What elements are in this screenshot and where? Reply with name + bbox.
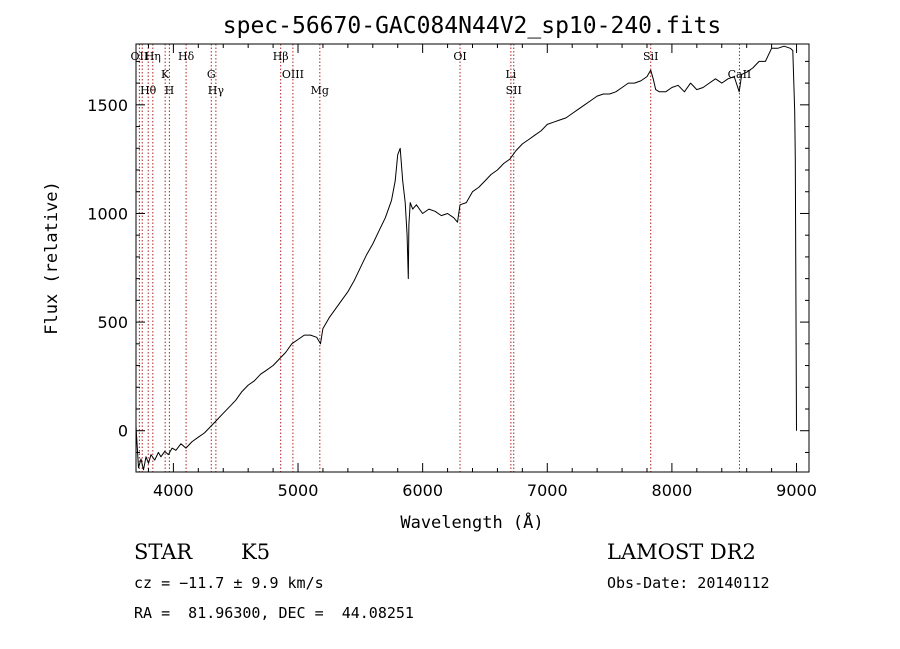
spectral-line-label: OIII xyxy=(282,68,304,81)
spectrum-series-line xyxy=(135,45,797,471)
spectral-line-label: OII xyxy=(131,50,149,63)
chart-title: spec-56670-GAC084N44V2_sp10-240.fits xyxy=(223,13,722,39)
x-tick-label: 6000 xyxy=(402,481,443,500)
spectral-line-label: OI xyxy=(453,50,466,63)
y-tick-label: 0 xyxy=(118,422,128,441)
x-tick-label: 5000 xyxy=(278,481,319,500)
plot-frame xyxy=(135,43,810,473)
x-axis-label: Wavelength (Å) xyxy=(400,511,543,533)
spectral-line-label: SiI xyxy=(643,50,658,63)
survey-name: LAMOST DR2 xyxy=(607,540,756,564)
spectral-line-label: CaII xyxy=(728,68,752,81)
x-tick-label: 7000 xyxy=(527,481,568,500)
spectral-line-label: Hβ xyxy=(273,50,289,63)
spectral-line-label: G xyxy=(207,68,216,81)
series-layer xyxy=(135,45,797,471)
sky-coordinates: RA = 81.96300, DEC = 44.08251 xyxy=(134,604,414,622)
spectral-line-label: Hθ xyxy=(140,84,157,97)
spectral-line-label: Li xyxy=(505,68,516,81)
observation-date: Obs-Date: 20140112 xyxy=(607,574,770,592)
y-tick-label: 500 xyxy=(97,313,128,332)
object-class: STAR xyxy=(134,540,193,564)
x-tick-label: 9000 xyxy=(776,481,817,500)
spectral-line-label: Hγ xyxy=(208,84,225,97)
axis-ticks: 4000 5000 6000 7000 8000 9000 0 500 1000 1500 xyxy=(87,44,817,500)
spectral-line-label: Hη xyxy=(145,50,161,63)
spectral-line-label: Mg xyxy=(311,84,329,97)
spectral-subclass: K5 xyxy=(241,540,271,564)
spectral-line-label: K xyxy=(161,68,170,81)
y-tick-label: 1000 xyxy=(87,204,128,223)
spectral-line-label: Hδ xyxy=(178,50,195,63)
y-tick-label: 1500 xyxy=(87,96,128,115)
y-axis-label: Flux (relative) xyxy=(42,181,62,335)
redshift-velocity: cz = −11.7 ± 9.9 km/s xyxy=(134,574,324,592)
x-tick-label: 8000 xyxy=(652,481,693,500)
spectral-line-label: H xyxy=(165,84,175,97)
x-tick-label: 4000 xyxy=(153,481,194,500)
spectral-line-label: SII xyxy=(506,84,522,97)
